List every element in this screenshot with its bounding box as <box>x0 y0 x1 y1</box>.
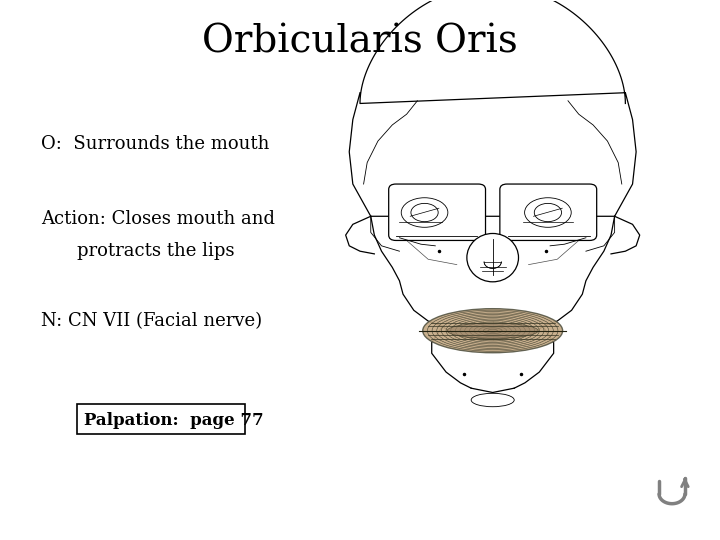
Ellipse shape <box>447 323 538 339</box>
Text: Palpation:  page 77: Palpation: page 77 <box>84 412 264 429</box>
Text: protracts the lips: protracts the lips <box>77 242 234 260</box>
Ellipse shape <box>525 198 571 227</box>
Ellipse shape <box>534 204 562 221</box>
Ellipse shape <box>401 198 448 227</box>
Ellipse shape <box>423 309 562 353</box>
Text: Action: Closes mouth and: Action: Closes mouth and <box>41 210 275 228</box>
Ellipse shape <box>471 393 514 407</box>
Text: O:  Surrounds the mouth: O: Surrounds the mouth <box>41 135 269 153</box>
FancyBboxPatch shape <box>77 404 246 434</box>
FancyBboxPatch shape <box>389 184 485 240</box>
FancyBboxPatch shape <box>500 184 597 240</box>
Ellipse shape <box>411 204 438 221</box>
Text: N: CN VII (Facial nerve): N: CN VII (Facial nerve) <box>41 312 262 330</box>
Ellipse shape <box>467 233 518 282</box>
Text: Orbicularis Oris: Orbicularis Oris <box>202 23 518 60</box>
